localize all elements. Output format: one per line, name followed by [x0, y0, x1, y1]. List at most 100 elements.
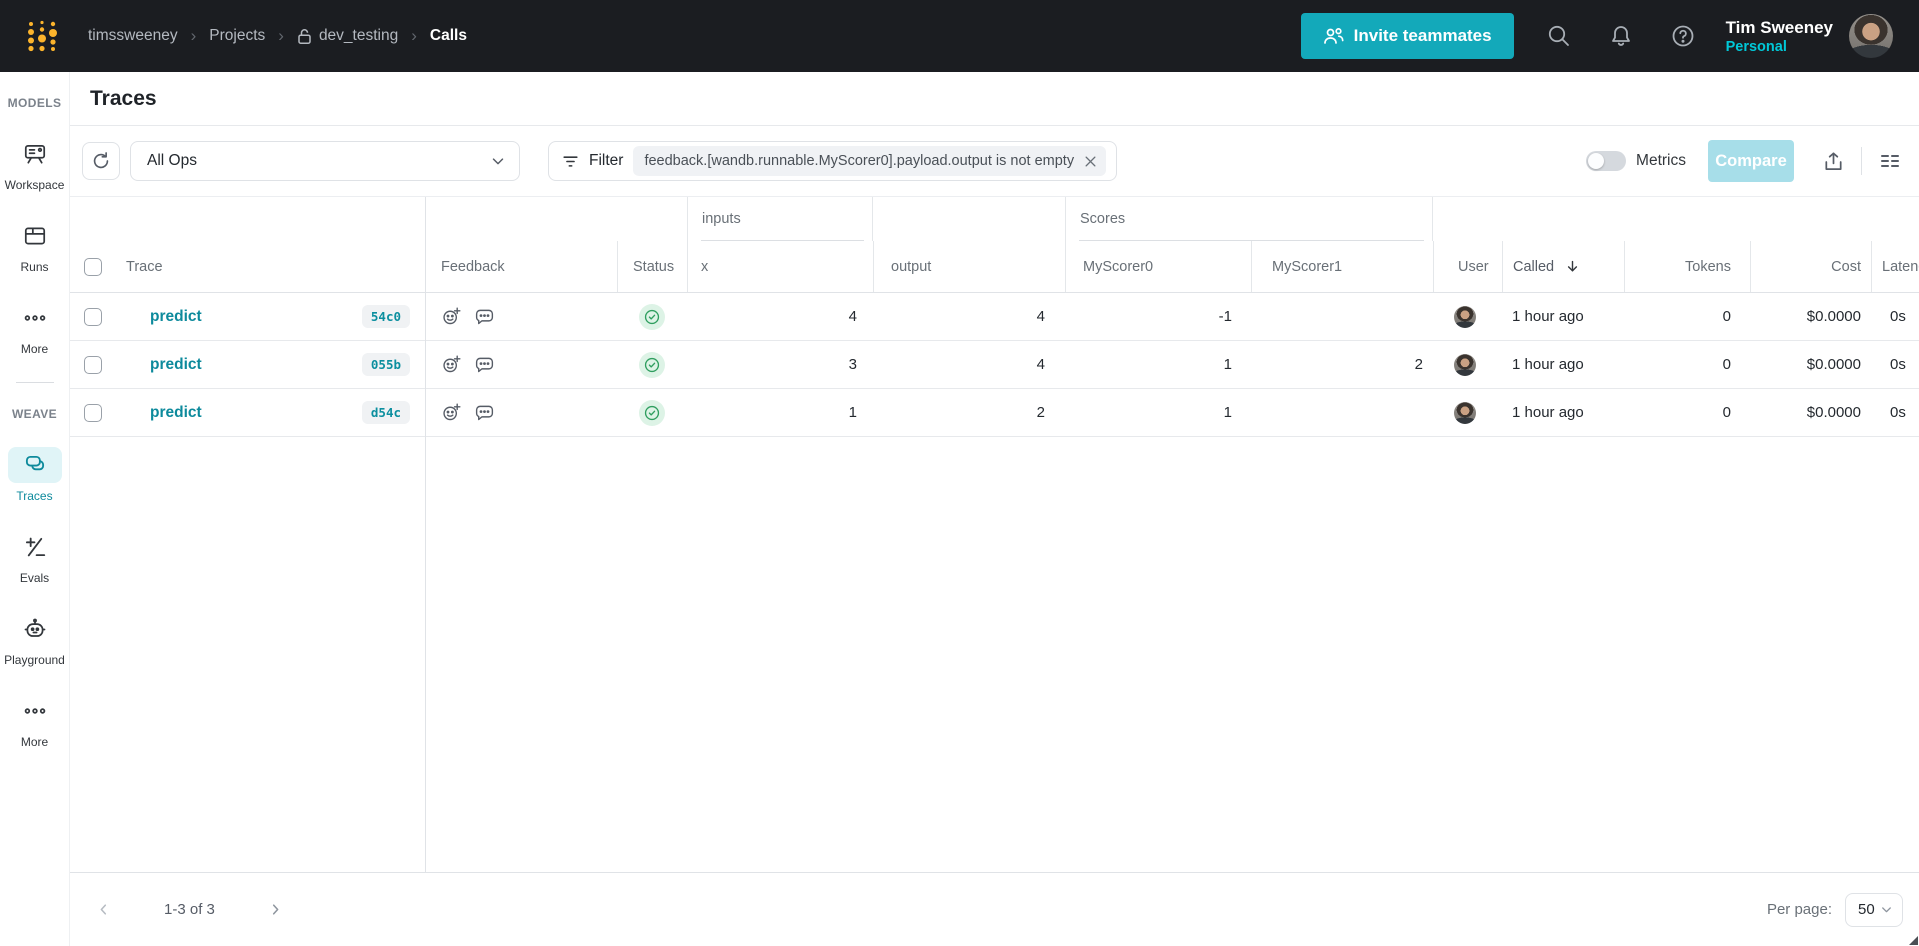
trace-link[interactable]: predict	[150, 403, 202, 421]
row-checkbox[interactable]	[83, 307, 102, 326]
table-footer: 1-3 of 3 Per page: 50	[70, 872, 1919, 946]
user-plan-badge: Personal	[1725, 38, 1787, 55]
help-icon[interactable]	[1670, 23, 1696, 49]
breadcrumb-separator: ›	[278, 25, 284, 45]
top-navbar: timssweeney › Projects › dev_testing › C…	[0, 0, 1919, 72]
user-avatar[interactable]	[1454, 401, 1476, 424]
column-header-x[interactable]: x	[687, 241, 873, 292]
user-avatar[interactable]	[1454, 305, 1476, 328]
column-header-user[interactable]: User	[1433, 241, 1502, 292]
main-content: Traces All Ops Filter feedback.[wandb.ru…	[70, 72, 1919, 946]
export-icon[interactable]	[1822, 150, 1845, 173]
breadcrumb-project[interactable]: dev_testing	[297, 27, 398, 45]
sort-descending-icon	[1564, 258, 1581, 275]
breadcrumb-projects[interactable]: Projects	[209, 27, 265, 45]
select-all-checkbox[interactable]	[83, 257, 102, 276]
sidebar-divider	[15, 382, 54, 383]
cell-myscorer1	[1251, 293, 1433, 340]
cell-myscorer0: -1	[1218, 308, 1232, 325]
user-avatar[interactable]	[1454, 353, 1476, 376]
filter-bar[interactable]: Filter feedback.[wandb.runnable.MyScorer…	[548, 141, 1118, 181]
cell-cost: $0.0000	[1806, 404, 1861, 421]
cell-myscorer0: 1	[1223, 404, 1232, 421]
cell-status	[617, 341, 687, 388]
column-header-called[interactable]: Called	[1502, 241, 1624, 292]
left-sidebar: MODELS Workspace Runs More WEAVE	[0, 72, 70, 946]
filter-chip-text: feedback.[wandb.runnable.MyScorer0].payl…	[644, 153, 1075, 169]
status-success-icon	[639, 399, 665, 426]
column-header-cost[interactable]: Cost	[1750, 241, 1871, 292]
sidebar-item-runs[interactable]: Runs	[8, 218, 62, 274]
trace-link[interactable]: predict	[150, 307, 202, 325]
invite-teammates-button[interactable]: Invite teammates	[1300, 13, 1514, 59]
comment-icon[interactable]	[474, 306, 495, 327]
column-header-trace[interactable]: Trace	[126, 258, 163, 275]
sidebar-item-workspace[interactable]: Workspace	[5, 136, 64, 192]
column-header-myscorer0[interactable]: MyScorer0	[1065, 241, 1251, 292]
trace-id-chip[interactable]: 54c0	[361, 305, 410, 328]
column-header-status[interactable]: Status	[617, 241, 687, 292]
manage-columns-icon[interactable]	[1878, 149, 1902, 173]
pinned-column-divider[interactable]	[425, 197, 426, 872]
column-group-inputs: inputs	[687, 197, 873, 241]
cell-output: 4	[1036, 356, 1045, 373]
cell-tokens: 0	[1722, 404, 1731, 421]
filter-label: Filter	[589, 152, 624, 169]
breadcrumb-entity[interactable]: timssweeney	[88, 27, 178, 45]
user-avatar[interactable]	[1849, 14, 1893, 58]
metrics-toggle[interactable]	[1586, 151, 1627, 171]
pagination-range: 1-3 of 3	[164, 901, 215, 918]
row-checkbox[interactable]	[83, 403, 102, 422]
table-row[interactable]: predict 54c0	[70, 293, 1919, 341]
notifications-bell-icon[interactable]	[1608, 23, 1634, 49]
column-header-feedback[interactable]: Feedback	[441, 258, 505, 275]
ops-filter-dropdown[interactable]: All Ops	[130, 141, 520, 181]
row-checkbox[interactable]	[83, 355, 102, 374]
metrics-toggle-label: Metrics	[1636, 152, 1686, 169]
status-success-icon	[639, 351, 665, 378]
window-resize-handle[interactable]	[1909, 936, 1918, 945]
wandb-logo-icon[interactable]	[26, 18, 58, 54]
per-page-dropdown[interactable]: 50	[1845, 892, 1903, 927]
next-page-icon[interactable]	[267, 901, 284, 918]
comment-icon[interactable]	[474, 354, 495, 375]
column-header-tokens[interactable]: Tokens	[1624, 241, 1750, 292]
search-icon[interactable]	[1546, 23, 1572, 49]
table-row[interactable]: predict 055b	[70, 341, 1919, 389]
filter-icon	[561, 152, 580, 171]
sidebar-item-evals[interactable]: Evals	[8, 529, 62, 585]
compare-button[interactable]: Compare	[1708, 140, 1794, 182]
cell-output: 4	[1036, 308, 1045, 325]
sidebar-item-more-models[interactable]: More	[8, 300, 62, 356]
trace-id-chip[interactable]: 055b	[361, 353, 410, 376]
previous-page-icon[interactable]	[95, 901, 112, 918]
add-reaction-icon[interactable]	[441, 354, 462, 375]
cell-output: 2	[1036, 404, 1045, 421]
add-reaction-icon[interactable]	[441, 402, 462, 423]
people-icon	[1323, 27, 1344, 45]
refresh-button[interactable]	[82, 142, 120, 180]
table-body: predict 54c0	[70, 293, 1919, 437]
cell-x: 1	[848, 404, 857, 421]
comment-icon[interactable]	[474, 402, 495, 423]
breadcrumb-separator: ›	[190, 25, 197, 45]
remove-filter-icon[interactable]	[1083, 154, 1098, 169]
add-reaction-icon[interactable]	[441, 306, 462, 327]
sidebar-section-weave: WEAVE	[11, 407, 58, 421]
user-menu[interactable]: Tim Sweeney Personal	[1726, 17, 1833, 54]
calls-table: inputs Scores Trace Feedback Status x ou…	[70, 196, 1919, 872]
filter-chip[interactable]: feedback.[wandb.runnable.MyScorer0].payl…	[633, 146, 1107, 176]
breadcrumb-calls[interactable]: Calls	[430, 27, 467, 45]
breadcrumb-separator: ›	[411, 25, 417, 45]
trace-id-chip[interactable]: d54c	[361, 401, 410, 424]
column-header-latency[interactable]: Latency	[1871, 241, 1919, 292]
sidebar-item-playground[interactable]: Playground	[4, 611, 65, 667]
column-header-myscorer1[interactable]: MyScorer1	[1251, 241, 1433, 292]
breadcrumb-entity-label: timssweeney	[88, 27, 178, 44]
trace-link[interactable]: predict	[150, 355, 202, 373]
chevron-down-icon	[489, 152, 507, 170]
table-row[interactable]: predict d54c	[70, 389, 1919, 437]
column-header-output[interactable]: output	[873, 241, 1065, 292]
sidebar-item-more-weave[interactable]: More	[8, 693, 62, 749]
sidebar-item-traces[interactable]: Traces	[7, 447, 62, 503]
